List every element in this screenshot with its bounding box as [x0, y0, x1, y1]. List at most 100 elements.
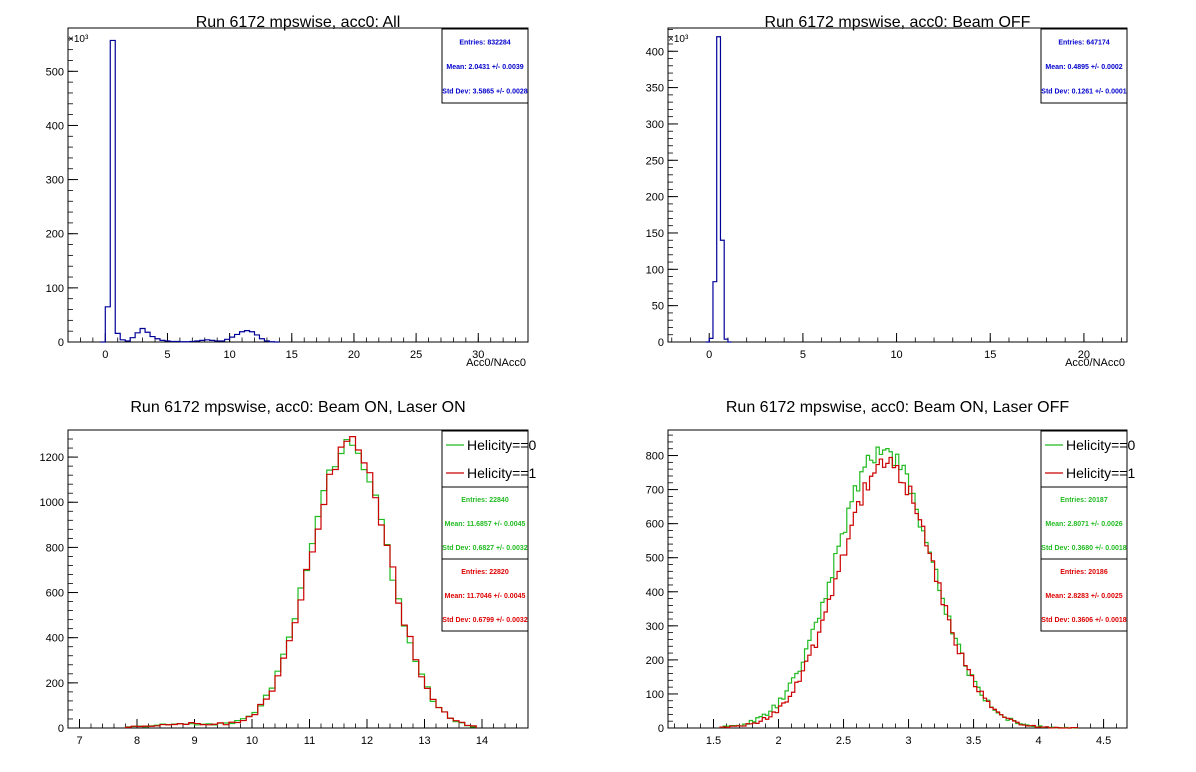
- stats-box-frame: [1040, 28, 1128, 104]
- x-tick-label: 5: [164, 349, 170, 361]
- x-tick-label: 25: [410, 349, 422, 361]
- y-tick-label: 1200: [40, 452, 64, 464]
- x-tick-label: 2: [775, 735, 781, 747]
- legend: Helicity==0 Helicity==1: [1040, 430, 1135, 488]
- x-tick-label: 30: [472, 349, 484, 361]
- legend-label-2: Helicity==1: [467, 465, 536, 481]
- y-tick-label: 200: [646, 655, 664, 667]
- x-tick-label: 10: [890, 349, 902, 361]
- stats-box-2: Entries: 22820 Mean: 11.7046 +/- 0.0045 St…: [441, 558, 529, 632]
- x-tick-label: 8: [134, 735, 140, 747]
- y-tick-label: 1000: [40, 497, 64, 509]
- y-tick-label: 0: [658, 337, 664, 349]
- y-tick-label: 800: [646, 451, 664, 463]
- x-tick-label: 0: [102, 349, 108, 361]
- stats-std-dev: Std Dev: 0.1261 +/- 0.0001: [1041, 89, 1127, 96]
- x-tick-label: 4: [1036, 735, 1042, 747]
- y-axis-multiplier: ×10³: [68, 34, 89, 45]
- y-tick-label: 100: [46, 283, 64, 295]
- y-tick-label: 600: [646, 519, 664, 531]
- chart-panel-3: Run 6172 mpswise, acc0: Beam ON, Laser O…: [40, 399, 537, 747]
- stats-box-frame: [441, 558, 529, 632]
- y-tick-label: 400: [646, 587, 664, 599]
- stats-box-frame: [1040, 558, 1128, 632]
- x-tick-label: 10: [246, 735, 258, 747]
- legend-box: [1040, 430, 1128, 488]
- histogram-series-2: [719, 456, 1079, 729]
- y-tick-label: 100: [646, 264, 664, 276]
- stats-std-dev: Std Dev: 0.6827 +/- 0.0032: [442, 545, 528, 552]
- stats-entries: Entries: 22820: [461, 569, 509, 576]
- chart-title: Run 6172 mpswise, acc0: Beam OFF: [765, 14, 1031, 31]
- stats-entries: Entries: 832284: [459, 39, 510, 46]
- plot-frame: [67, 27, 529, 343]
- histogram-series-1: [100, 39, 280, 343]
- y-tick-label: 0: [658, 723, 664, 735]
- x-tick-label: 12: [361, 735, 373, 747]
- y-tick-label: 400: [46, 633, 64, 645]
- x-axis-title: Acc0/NAcc0: [466, 357, 526, 369]
- x-tick-label: 15: [286, 349, 298, 361]
- x-tick-label: 20: [1078, 349, 1090, 361]
- y-tick-label: 100: [646, 689, 664, 701]
- chart-title: Run 6172 mpswise, acc0: Beam ON, Laser O…: [130, 399, 465, 416]
- stats-box-frame: [441, 28, 529, 104]
- legend-label-2: Helicity==1: [1066, 465, 1135, 481]
- stats-entries: Entries: 20187: [1060, 497, 1108, 504]
- stats-std-dev: Std Dev: 0.3680 +/- 0.0018: [1041, 545, 1127, 552]
- stats-mean: Mean: 11.6857 +/- 0.0045: [445, 521, 526, 528]
- stats-entries: Entries: 20186: [1060, 569, 1108, 576]
- stats-box-frame: [441, 486, 529, 560]
- x-tick-label: 15: [984, 349, 996, 361]
- y-tick-label: 500: [46, 66, 64, 78]
- y-tick-label: 350: [646, 83, 664, 95]
- legend-label-1: Helicity==0: [467, 437, 536, 453]
- legend: Helicity==0 Helicity==1: [441, 430, 536, 488]
- legend-label-1: Helicity==0: [1066, 437, 1135, 453]
- stats-mean: Mean: 0.4895 +/- 0.0002: [1045, 64, 1122, 71]
- y-tick-label: 200: [46, 678, 64, 690]
- stats-std-dev: Std Dev: 3.5865 +/- 0.0028: [442, 89, 528, 96]
- y-tick-label: 150: [646, 228, 664, 240]
- stats-box-1: Entries: 832284 Mean: 2.0431 +/- 0.0039 St…: [441, 28, 529, 104]
- x-axis-title: Acc0/NAcc0: [1065, 357, 1125, 369]
- histogram-series-1: [705, 36, 732, 343]
- y-tick-label: 500: [646, 553, 664, 565]
- x-tick-label: 4.5: [1096, 735, 1111, 747]
- y-tick-label: 0: [58, 337, 64, 349]
- stats-box-1: Entries: 22840 Mean: 11.6857 +/- 0.0045 St…: [441, 486, 529, 560]
- y-tick-label: 400: [46, 120, 64, 132]
- stats-mean: Mean: 2.0431 +/- 0.0039: [446, 64, 523, 71]
- y-tick-label: 300: [646, 119, 664, 131]
- stats-box-2: Entries: 20186 Mean: 2.8283 +/- 0.0025 Std…: [1040, 558, 1128, 632]
- x-tick-label: 20: [348, 349, 360, 361]
- y-tick-label: 300: [646, 621, 664, 633]
- plot-frame: [667, 27, 1128, 343]
- x-tick-label: 2.5: [836, 735, 851, 747]
- y-tick-label: 700: [646, 485, 664, 497]
- histogram-series-1: [124, 438, 477, 728]
- x-tick-label: 9: [191, 735, 197, 747]
- chart-title: Run 6172 mpswise, acc0: All: [196, 14, 401, 31]
- x-tick-label: 5: [800, 349, 806, 361]
- y-axis-multiplier: ×10³: [668, 34, 689, 45]
- x-tick-label: 0: [706, 349, 712, 361]
- x-tick-label: 13: [418, 735, 430, 747]
- y-tick-label: 400: [646, 46, 664, 58]
- y-tick-label: 0: [58, 723, 64, 735]
- x-tick-label: 3: [905, 735, 911, 747]
- chart-panel-4: Run 6172 mpswise, acc0: Beam ON, Laser O…: [646, 399, 1136, 747]
- chart-panel-2: Run 6172 mpswise, acc0: Beam OFF05010015…: [646, 14, 1128, 369]
- y-tick-label: 600: [46, 588, 64, 600]
- x-tick-label: 7: [76, 735, 82, 747]
- chart-title: Run 6172 mpswise, acc0: Beam ON, Laser O…: [726, 399, 1069, 416]
- y-tick-label: 300: [46, 175, 64, 187]
- x-tick-label: 11: [304, 735, 315, 747]
- stats-entries: Entries: 22840: [461, 497, 509, 504]
- y-tick-label: 50: [652, 301, 664, 313]
- stats-box-1: Entries: 647174 Mean: 0.4895 +/- 0.0002 St…: [1040, 28, 1128, 104]
- x-tick-label: 1.5: [706, 735, 721, 747]
- stats-std-dev: Std Dev: 0.6799 +/- 0.0032: [442, 617, 528, 624]
- stats-mean: Mean: 2.8071 +/- 0.0026: [1045, 521, 1122, 528]
